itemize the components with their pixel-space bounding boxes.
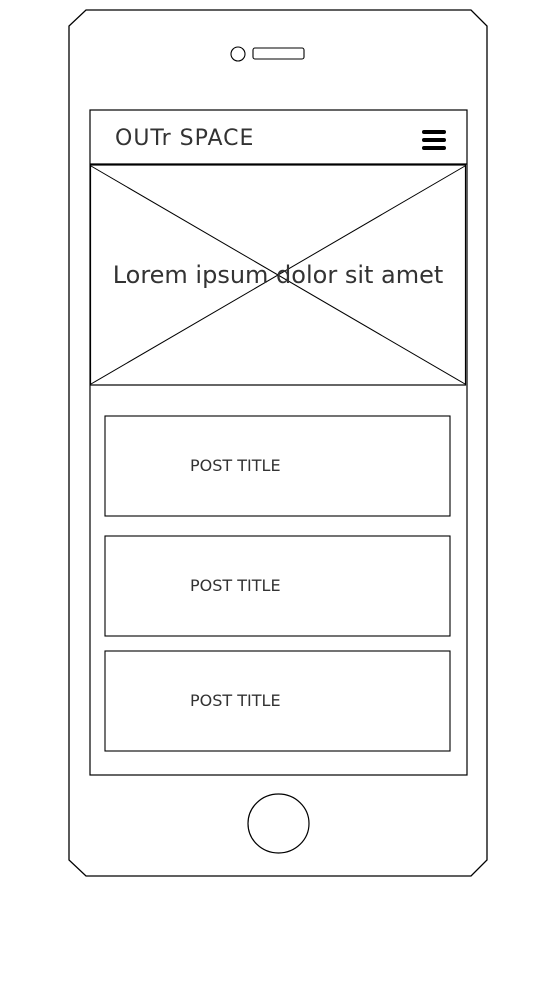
post-card-outline bbox=[104, 650, 451, 752]
screen-outline bbox=[89, 109, 468, 776]
post-title: POST TITLE bbox=[190, 456, 281, 475]
app-title: OUTr SPACE bbox=[115, 126, 255, 151]
post-card[interactable]: POST TITLE bbox=[105, 651, 450, 751]
post-card[interactable]: POST TITLE bbox=[105, 416, 450, 516]
hero-banner[interactable]: Lorem ipsum dolor sit amet bbox=[90, 165, 466, 385]
post-title: POST TITLE bbox=[190, 691, 281, 710]
phone-body-outline bbox=[68, 9, 488, 877]
camera-icon bbox=[230, 46, 246, 62]
post-title: POST TITLE bbox=[190, 576, 281, 595]
post-card[interactable]: POST TITLE bbox=[105, 536, 450, 636]
hero-image-frame bbox=[89, 164, 467, 386]
post-card-outline bbox=[104, 535, 451, 637]
menu-bar bbox=[422, 146, 446, 150]
home-button-outline bbox=[247, 793, 310, 854]
hamburger-menu-icon[interactable] bbox=[420, 128, 448, 152]
menu-bar bbox=[422, 130, 446, 134]
home-button[interactable] bbox=[248, 794, 309, 853]
menu-bar bbox=[422, 138, 446, 142]
post-card-outline bbox=[104, 415, 451, 517]
hero-text: Lorem ipsum dolor sit amet bbox=[112, 261, 444, 289]
hero-image-cross-line bbox=[90, 165, 466, 385]
speaker-icon bbox=[252, 47, 305, 60]
